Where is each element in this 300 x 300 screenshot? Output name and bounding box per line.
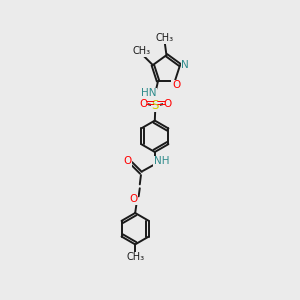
- Text: =: =: [144, 97, 155, 110]
- Text: O: O: [129, 194, 138, 204]
- Text: N: N: [181, 60, 189, 70]
- Text: O: O: [172, 80, 180, 90]
- Text: O: O: [163, 99, 171, 109]
- Text: NH: NH: [154, 156, 170, 166]
- Text: =: =: [155, 97, 166, 110]
- Text: O: O: [139, 99, 147, 109]
- Text: O: O: [124, 157, 132, 166]
- Text: S: S: [152, 99, 159, 112]
- Text: CH₃: CH₃: [126, 252, 144, 262]
- Text: CH₃: CH₃: [132, 46, 150, 56]
- Text: HN: HN: [141, 88, 157, 98]
- Text: CH₃: CH₃: [156, 33, 174, 43]
